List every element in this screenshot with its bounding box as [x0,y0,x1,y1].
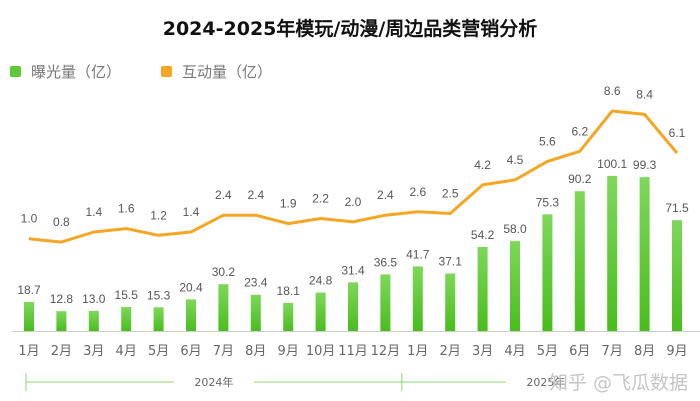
line-label: 1.4 [85,205,102,219]
line-label: 0.8 [53,215,70,229]
bar-label: 41.7 [406,247,430,261]
bar [218,284,229,331]
bar [380,274,391,331]
x-tick-label: 6月 [180,344,201,359]
legend-swatch-interaction [161,66,173,77]
line-label: 2.4 [215,188,232,202]
bar [542,214,553,331]
x-tick-label: 4月 [504,344,525,359]
line-label: 2.6 [409,185,426,199]
bar [315,292,326,331]
line-label: 5.6 [539,134,556,148]
line-label: 4.2 [474,158,491,172]
bar [153,307,164,331]
bar-label: 54.2 [471,228,495,242]
x-tick-label: 10月 [306,344,336,359]
legend-item-interaction[interactable]: 互动量（亿） [161,61,272,82]
watermark: 知乎 @飞瓜数据 [548,372,688,394]
x-tick-label: 1月 [18,344,39,359]
bar-label: 18.1 [277,284,301,298]
x-tick-label: 6月 [569,344,590,359]
bar-label: 75.3 [536,195,560,209]
bar [477,246,488,331]
bar [283,302,294,331]
x-tick-label: 4月 [116,344,137,359]
line-label: 1.4 [183,205,200,219]
x-tick-label: 9月 [278,344,299,359]
bar [56,311,67,331]
chart-title: 2024-2025年模玩/动漫/周边品类营销分析 [162,18,538,40]
bar [121,306,132,331]
x-tick-label: 5月 [537,344,558,359]
bar [88,310,99,331]
bar-label: 90.2 [568,172,592,186]
year-label-2025: 2025年 [526,375,565,389]
bar-label: 37.1 [439,254,463,268]
bar-label: 71.5 [665,201,689,215]
bar-label: 100.1 [597,157,627,171]
line-label: 4.5 [507,153,524,167]
x-tick-label: 3月 [83,344,104,359]
bar-label: 31.4 [341,263,365,277]
x-tick-label: 8月 [634,344,655,359]
bar [186,299,196,331]
bar [639,177,650,331]
x-tick-label: 2月 [51,344,72,359]
line-label: 2.4 [377,188,394,202]
bar-label: 23.4 [244,276,268,290]
bar-label: 15.5 [115,288,139,302]
x-tick-label: 7月 [213,344,234,359]
line-label: 1.6 [118,202,135,216]
x-tick-label: 5月 [148,344,169,359]
bar [510,241,520,331]
line-label: 8.6 [604,84,621,98]
bar-label: 58.0 [503,222,527,236]
bar-label: 15.3 [147,288,171,302]
bar [607,175,618,331]
legend-swatch-exposure [10,66,21,77]
line-label: 2.0 [345,195,362,209]
x-tick-label: 12月 [371,344,401,359]
x-tick-label: 2月 [440,344,461,359]
x-tick-label: 9月 [666,344,687,359]
line-label: 1.0 [21,212,38,226]
bar-label: 24.8 [309,274,333,288]
bar [348,282,358,331]
year-label-2024: 2024年 [194,375,233,389]
bar-label: 20.4 [179,280,203,294]
legend-label-exposure: 曝光量（亿） [31,63,122,81]
line-label: 6.1 [669,126,686,140]
bar [412,266,423,331]
bar-label: 12.8 [50,292,74,306]
line-label: 8.4 [636,87,653,101]
x-tick-label: 8月 [245,344,266,359]
line-label: 6.2 [571,124,588,138]
line-label: 1.2 [150,208,167,222]
bar-label: 18.7 [17,283,41,297]
bar [250,294,261,331]
line-label: 1.9 [280,197,297,211]
bar [445,273,456,331]
x-tick-label: 3月 [472,344,493,359]
line-label: 2.4 [247,188,264,202]
bar-label: 13.0 [82,292,106,306]
bar [672,220,682,331]
interaction-line [28,109,679,244]
x-tick-label: 11月 [338,344,368,359]
legend-item-exposure[interactable]: 曝光量（亿） [10,61,121,82]
line-label: 2.5 [442,187,459,201]
legend: 曝光量（亿） 互动量（亿） [10,61,312,82]
bar [574,191,585,331]
bar-label: 99.3 [633,158,657,172]
bar-label: 36.5 [374,255,398,269]
x-tick-label: 1月 [407,344,428,359]
legend-label-interaction: 互动量（亿） [182,63,273,81]
x-tick-label: 7月 [602,344,623,359]
bar-label: 30.2 [212,265,236,279]
line-label: 2.2 [312,192,329,206]
bar [24,302,34,331]
